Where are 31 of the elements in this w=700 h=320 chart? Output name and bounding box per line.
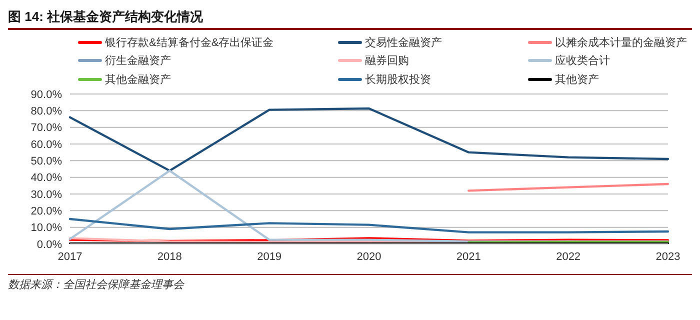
- y-tick-label: 90.0%: [30, 88, 62, 101]
- legend-label: 融券回购: [365, 54, 409, 68]
- legend-label: 银行存款&结算备付金&存出保证金: [105, 36, 274, 50]
- legend-label: 以摊余成本计量的金融资产: [555, 36, 687, 50]
- y-tick-label: 20.0%: [30, 206, 62, 218]
- y-tick-label: 80.0%: [30, 106, 62, 118]
- legend-label: 交易性金融资产: [365, 36, 442, 50]
- chart-title: 图 14: 社保基金资产结构变化情况: [8, 8, 692, 30]
- legend-label: 长期股权投资: [365, 73, 431, 88]
- x-tick-label: 2019: [257, 250, 282, 263]
- x-tick-label: 2020: [356, 250, 382, 263]
- legend-label: 衍生金融资产: [105, 54, 171, 68]
- y-tick-label: 10.0%: [30, 222, 62, 234]
- y-tick-label: 50.0%: [30, 156, 62, 168]
- y-tick-label: 70.0%: [30, 122, 62, 134]
- x-tick-label: 2023: [656, 250, 680, 263]
- y-tick-label: 30.0%: [30, 188, 62, 201]
- legend-label: 其他金融资产: [105, 72, 171, 88]
- x-tick-label: 2018: [157, 250, 182, 263]
- source-note: 数据来源：全国社会保障基金理事会: [8, 274, 692, 292]
- y-tick-label: 0.0%: [36, 238, 62, 251]
- legend-label: 其他资产: [555, 72, 599, 88]
- line-series: [68, 170, 670, 243]
- x-tick-label: 2022: [556, 250, 581, 263]
- y-tick-label: 60.0%: [30, 138, 62, 151]
- legend-label: 应收类合计: [555, 54, 610, 68]
- line-series: [68, 107, 670, 172]
- x-tick-label: 2017: [58, 250, 82, 263]
- y-tick-label: 40.0%: [30, 172, 62, 184]
- x-tick-label: 2021: [456, 250, 481, 263]
- line-series: [68, 218, 670, 234]
